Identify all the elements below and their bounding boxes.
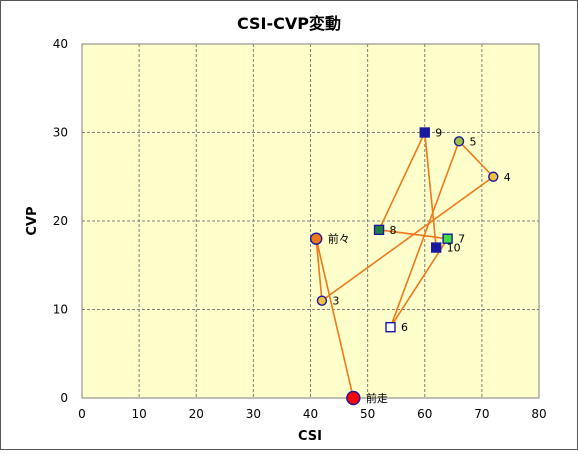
y-tick-label: 30: [53, 126, 68, 140]
data-point: [488, 171, 499, 182]
point-label: 6: [401, 321, 408, 334]
y-tick-label: 10: [53, 303, 68, 317]
x-tick-label: 10: [131, 407, 146, 421]
x-tick-label: 80: [531, 407, 546, 421]
x-tick-label: 30: [246, 407, 261, 421]
x-tick-label: 50: [360, 407, 375, 421]
data-point: [453, 136, 465, 147]
y-axis-label: CVP: [25, 206, 40, 235]
x-tick-label: 20: [189, 407, 204, 421]
point-labels: 前走 前々 3 4 5 6 7 8 9 10: [328, 127, 511, 406]
y-tick-label: 20: [53, 214, 68, 228]
x-axis-label: CSI: [298, 429, 322, 444]
x-tick-label: 40: [303, 407, 318, 421]
point-label: 前走: [366, 391, 388, 405]
connection-lines: [315, 131, 495, 399]
x-tick-label: 60: [417, 407, 432, 421]
data-point: [385, 322, 396, 333]
chart-title: CSI-CVP変動: [237, 14, 341, 33]
data-point: [373, 224, 385, 236]
grid-lines: [82, 44, 539, 398]
data-points: [310, 127, 499, 406]
data-point: [430, 242, 442, 253]
point-label: 5: [470, 135, 477, 148]
point-label: 7: [458, 233, 465, 246]
data-point: [346, 390, 361, 406]
point-label: 10: [447, 242, 461, 255]
x-tick-label: 0: [78, 407, 86, 421]
data-point: [442, 233, 453, 244]
point-label: 8: [390, 224, 397, 237]
y-tick-label: 0: [60, 391, 68, 405]
x-tick-label: 70: [474, 407, 489, 421]
point-label: 3: [332, 295, 339, 308]
series-line: [315, 131, 495, 399]
data-point: [419, 127, 430, 138]
y-tick-label: 40: [53, 37, 68, 51]
y-axis-ticks: 0 10 20 30 40: [53, 37, 68, 405]
data-point: [316, 295, 328, 306]
x-axis-ticks: 0 10 20 30 40 50 60 70 80: [78, 407, 546, 421]
point-label: 4: [504, 171, 511, 184]
point-label: 前々: [328, 232, 350, 246]
point-label: 9: [435, 127, 442, 140]
data-point: [310, 232, 323, 245]
